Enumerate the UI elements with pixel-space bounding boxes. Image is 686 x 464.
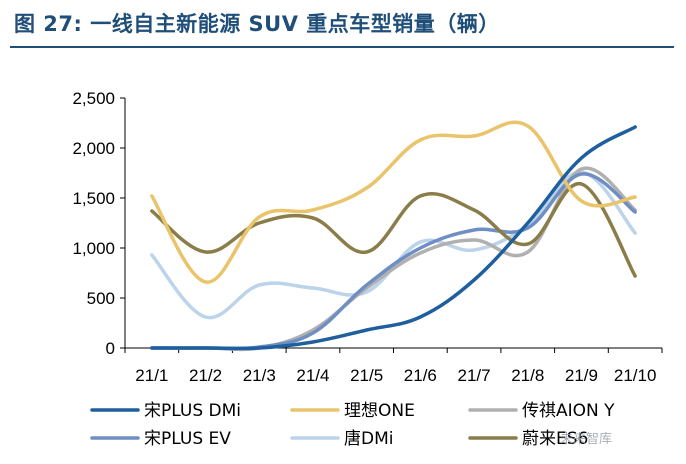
- y-tick-label: 0: [106, 339, 115, 358]
- x-tick-label: 21/4: [296, 366, 329, 385]
- series-line-0: [150, 125, 637, 351]
- y-tick-label: 500: [87, 289, 115, 308]
- y-tick-label: 1,500: [72, 189, 115, 208]
- legend-label: 唐DMi: [344, 428, 393, 449]
- x-tick-label: 21/8: [511, 366, 544, 385]
- legend-label: 蔚来ES6: [522, 429, 588, 449]
- title-rule: [10, 46, 674, 48]
- legend-label: 传祺AION Y: [522, 401, 615, 421]
- x-tick-label: 21/6: [404, 366, 437, 385]
- x-tick-label: 21/9: [565, 366, 598, 385]
- legend-label: 宋PLUS EV: [144, 429, 231, 449]
- x-tick-label: 21/5: [350, 366, 383, 385]
- watermark: 未来智库: [560, 432, 613, 447]
- x-tick-label: 21/10: [614, 366, 657, 385]
- y-tick-label: 1,000: [72, 239, 115, 258]
- x-tick-label: 21/2: [189, 366, 222, 385]
- y-tick-label: 2,500: [72, 89, 115, 108]
- x-tick-label: 21/7: [458, 366, 491, 385]
- legend-label: 理想ONE: [344, 401, 415, 421]
- series-line-5: [150, 182, 637, 278]
- series-line-1: [150, 120, 637, 284]
- x-tick-label: 21/1: [135, 366, 168, 385]
- y-tick-label: 2,000: [72, 139, 115, 158]
- x-tick-label: 21/3: [243, 366, 276, 385]
- legend-label: 宋PLUS DMi: [144, 401, 241, 421]
- chart-title: 图 27: 一线自主新能源 SUV 重点车型销量（辆）: [14, 12, 500, 36]
